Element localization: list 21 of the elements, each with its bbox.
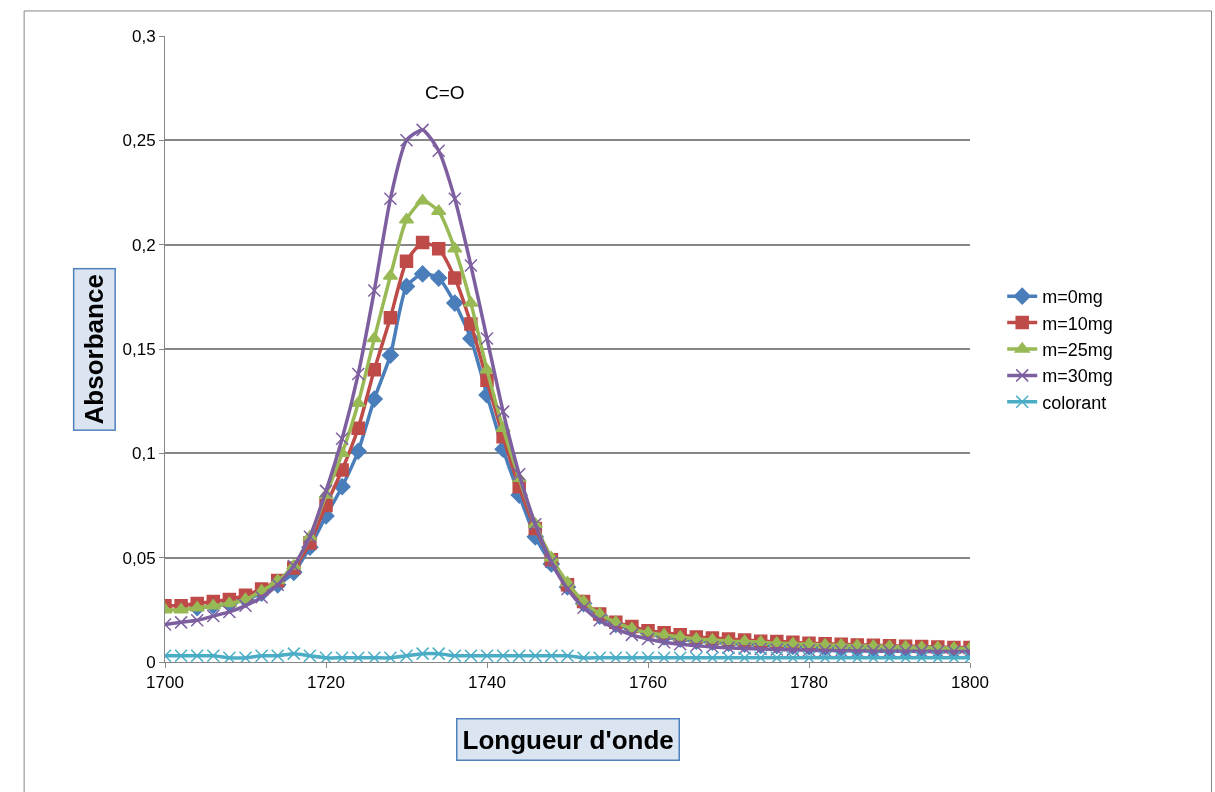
y-tick-label: 0,2: [131, 235, 156, 255]
y-tick-label: 0,3: [131, 26, 156, 46]
y-tick-label: 0,1: [131, 444, 156, 464]
x-tick-label: 1720: [307, 673, 345, 693]
x-tick-label: 1740: [468, 673, 506, 693]
y-axis-title: Absorbance: [79, 274, 110, 425]
x-tick-label: 1760: [629, 673, 667, 693]
legend-label: m=10mg: [1042, 313, 1113, 334]
y-tick-label: 0: [146, 652, 156, 672]
x-tick-label: 1780: [790, 673, 828, 693]
legend-label: colorant: [1042, 392, 1107, 413]
x-tick-label: 1700: [146, 673, 184, 693]
legend-label: m=0mg: [1042, 287, 1103, 308]
legend-label: m=30mg: [1042, 366, 1113, 387]
y-tick-label: 0,05: [122, 548, 156, 568]
legend-label: m=25mg: [1042, 340, 1113, 361]
annotation: C=O: [425, 82, 465, 103]
y-tick-label: 0,25: [122, 131, 156, 151]
x-tick-label: 1800: [951, 673, 989, 693]
y-tick-label: 0,15: [122, 339, 156, 359]
x-axis-title: Longueur d'onde: [462, 724, 674, 755]
